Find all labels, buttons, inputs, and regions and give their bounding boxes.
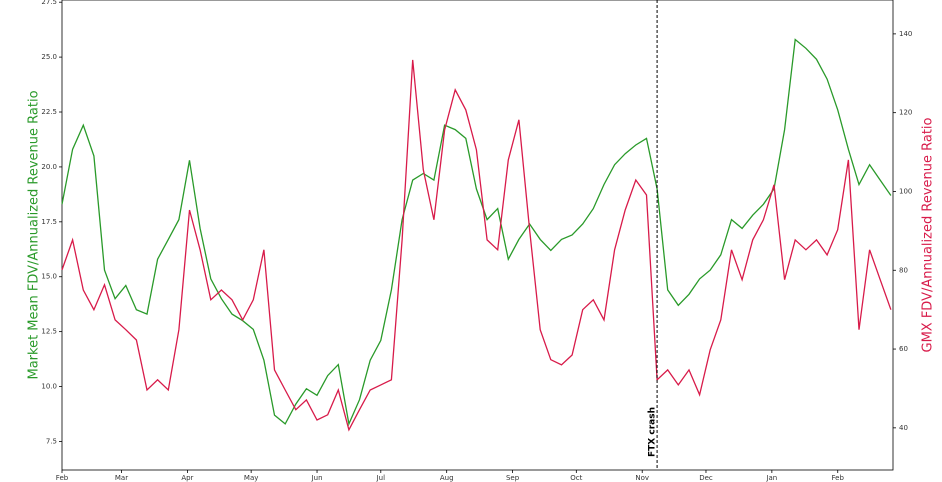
y2-axis-label: GMX FDV/Annualized Revenue Ratio xyxy=(921,117,936,352)
plot-frame xyxy=(61,0,894,471)
x-tick-label: Aug xyxy=(440,474,454,482)
y-tick-label: 10.0 xyxy=(41,383,57,391)
x-tick-label: Feb xyxy=(832,474,845,482)
y-tick-label: 12.5 xyxy=(41,328,57,336)
x-tick-label: Apr xyxy=(181,474,193,482)
y2-tick-label: 120 xyxy=(899,109,912,117)
x-tick-label: May xyxy=(244,474,258,482)
x-tick-label: Nov xyxy=(635,474,649,482)
y2-tick-label: 140 xyxy=(899,30,912,38)
x-tick-label: Feb xyxy=(56,474,69,482)
y2-tick-label: 60 xyxy=(899,345,908,353)
y-axis-label: Market Mean FDV/Annualized Revenue Ratio xyxy=(27,90,42,379)
y2-tick-label: 100 xyxy=(899,187,912,195)
series-line xyxy=(61,38,892,427)
y2-tick-label: 80 xyxy=(899,266,908,274)
x-tick-label: Oct xyxy=(570,474,582,482)
y-tick-label: 27.5 xyxy=(41,0,57,6)
y2-tick-label: 40 xyxy=(899,424,908,432)
y-tick-label: 17.5 xyxy=(41,218,57,226)
x-tick-label: Sep xyxy=(506,474,520,482)
y-tick-label: 15.0 xyxy=(41,273,57,281)
x-tick-label: Jun xyxy=(311,474,323,482)
y-tick-label: 25.0 xyxy=(41,53,57,61)
y-tick-label: 20.0 xyxy=(41,163,57,171)
x-tick-label: Jul xyxy=(376,474,386,482)
x-tick-label: Jan xyxy=(765,474,777,482)
event-label: FTX crash xyxy=(648,407,658,457)
series-line xyxy=(61,59,892,432)
x-tick-label: Dec xyxy=(699,474,713,482)
y-tick-label: 7.5 xyxy=(46,437,57,445)
y-tick-label: 22.5 xyxy=(41,108,57,116)
x-tick-label: Mar xyxy=(115,474,128,482)
